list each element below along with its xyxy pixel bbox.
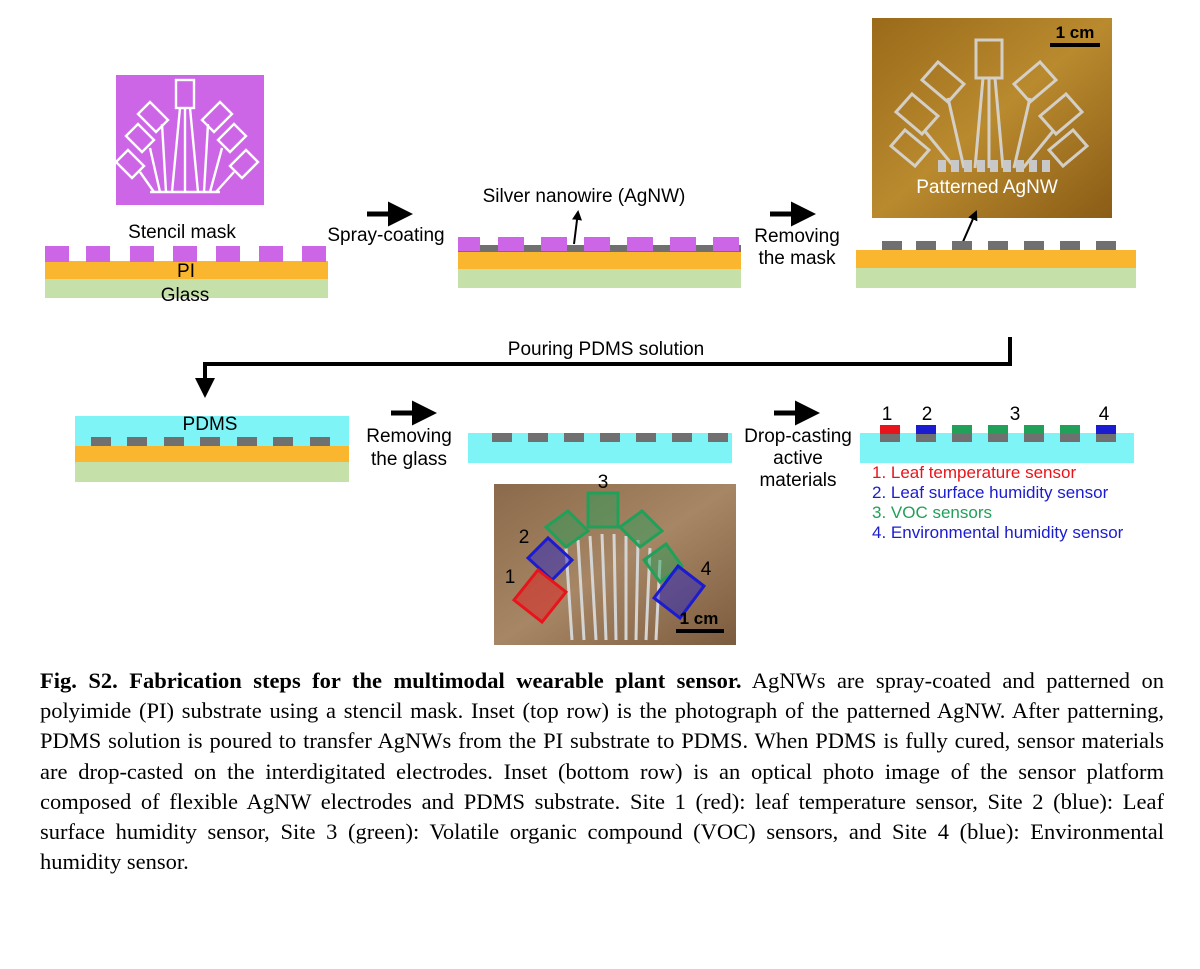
stack-step-2 (458, 237, 741, 288)
sensor-platform-photo (494, 484, 736, 645)
site-2-overlay (525, 535, 575, 583)
glass-label: Glass (161, 285, 210, 306)
site-3-material (1024, 425, 1044, 434)
legend-item-4: 4. Environmental humidity sensor (872, 523, 1124, 542)
stencil-mask-label: Stencil mask (128, 222, 236, 243)
site-3-overlay (543, 509, 591, 549)
site-number-4: 4 (1099, 404, 1110, 425)
site-3-overlay (586, 491, 620, 529)
spray-coating-label: Spray-coating (327, 225, 444, 246)
removing-mask-label-1: Removing (754, 226, 840, 247)
photo-site-4: 4 (701, 559, 712, 580)
photo-site-1: 1 (505, 567, 516, 588)
stack-step-6 (860, 425, 1134, 463)
removing-mask-label-2: the mask (758, 248, 836, 269)
pdms-label: PDMS (183, 414, 238, 435)
stack-step-5 (468, 433, 732, 463)
site-3-material (988, 425, 1008, 434)
legend-item-1: 1. Leaf temperature sensor (872, 463, 1076, 482)
pour-connector (195, 337, 1012, 398)
caption-title: Fig. S2. Fabrication steps for the multi… (40, 668, 742, 693)
caption-body: AgNWs are spray-coated and patterned on … (40, 668, 1164, 875)
drop-casting-label-3: materials (759, 470, 836, 491)
removing-glass-label-1: Removing (366, 426, 452, 447)
pointer-arrow-icon (572, 210, 582, 245)
photo-scale-bar-label: 1 cm (680, 609, 719, 628)
photo-site-3: 3 (598, 472, 609, 493)
pointer-arrow-icon (961, 210, 978, 245)
site-number-1: 1 (882, 404, 893, 425)
stack-step-4 (75, 416, 349, 482)
site-3-material (1060, 425, 1080, 434)
silver-nanowire-label: Silver nanowire (AgNW) (483, 186, 686, 207)
stack-step-1 (45, 246, 328, 298)
stack-step-3 (856, 241, 1136, 288)
figure-caption: Fig. S2. Fabrication steps for the multi… (40, 666, 1164, 877)
site-3-material (952, 425, 972, 434)
fabrication-diagram: Stencil mask PI Glass Spray-coating Silv… (45, 18, 1136, 645)
site-1-material (880, 425, 900, 434)
photo-site-2: 2 (519, 527, 530, 548)
site-4-overlay (651, 563, 707, 621)
removing-glass-label-2: the glass (371, 449, 447, 470)
drop-casting-label-1: Drop-casting (744, 426, 852, 447)
site-number-2: 2 (922, 404, 933, 425)
stencil-mask-photo (114, 75, 264, 205)
site-3-overlay (617, 509, 665, 549)
patterned-agnw-label: Patterned AgNW (916, 177, 1058, 198)
patterned-agnw-photo (872, 18, 1112, 218)
pi-label: PI (177, 261, 195, 282)
legend-item-3: 3. VOC sensors (872, 503, 992, 522)
legend-item-2: 2. Leaf surface humidity sensor (872, 483, 1109, 502)
drop-casting-label-2: active (773, 448, 823, 469)
site-4-material (1096, 425, 1116, 434)
sensor-legend: 1. Leaf temperature sensor 2. Leaf surfa… (872, 463, 1124, 542)
site-1-overlay (511, 567, 569, 625)
site-2-material (916, 425, 936, 434)
site-number-3: 3 (1010, 404, 1021, 425)
scale-bar-label: 1 cm (1056, 23, 1095, 42)
pouring-pdms-label: Pouring PDMS solution (508, 339, 704, 360)
